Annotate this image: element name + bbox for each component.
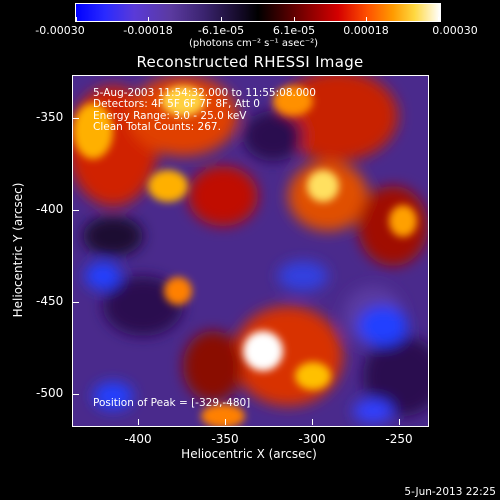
method-annotation: Clean Total Counts: 267.: [93, 121, 221, 133]
colorbar-units-label: (photons cm⁻² s⁻¹ asec⁻²): [189, 38, 319, 49]
peak-position-annotation: Position of Peak = [-329,-480]: [93, 397, 251, 409]
footer-date: 5-Jun-2013 22:25: [404, 486, 496, 498]
detectors-annotation: Detectors: 4F 5F 6F 7F 8F, Att 0: [93, 98, 260, 110]
colorbar-tick-label: 0.00030: [432, 24, 478, 37]
x-tick: [312, 419, 313, 425]
energy-annotation: Energy Range: 3.0 - 25.0 keV: [93, 110, 247, 122]
time-range-annotation: 5-Aug-2003 11:54:32.000 to 11:55:08.000: [93, 87, 316, 99]
colorbar-tick: [76, 17, 77, 22]
y-tick-label: -400: [36, 202, 64, 216]
y-tick-label: -350: [36, 110, 64, 124]
y-tick-label: -500: [36, 386, 64, 400]
x-axis-label: Heliocentric X (arcsec): [181, 447, 317, 461]
colorbar-tick-label: 6.1e-05: [272, 24, 316, 37]
x-tick: [399, 419, 400, 425]
x-tick: [138, 419, 139, 425]
colorbar-tick: [438, 17, 439, 22]
y-tick: [73, 394, 79, 395]
colorbar: [75, 3, 441, 22]
image-title: Reconstructed RHESSI Image: [136, 53, 364, 71]
x-tick: [225, 419, 226, 425]
colorbar-tick: [294, 17, 295, 22]
colorbar-tick: [148, 17, 149, 22]
y-tick: [73, 118, 79, 119]
x-tick-label: -350: [211, 432, 239, 446]
y-tick: [73, 302, 79, 303]
colorbar-tick: [221, 17, 222, 22]
colorbar-tick-label: -6.1e-05: [197, 24, 245, 37]
y-axis-label: Heliocentric Y (arcsec): [11, 182, 25, 318]
y-tick-label: -450: [36, 294, 64, 308]
x-tick-label: -300: [298, 432, 326, 446]
x-tick-label: -250: [385, 432, 413, 446]
y-tick: [73, 210, 79, 211]
colorbar-tick-label: 0.00018: [343, 24, 389, 37]
x-tick-label: -400: [124, 432, 152, 446]
colorbar-tick-label: -0.00030: [35, 24, 85, 37]
colorbar-tick: [366, 17, 367, 22]
rhessi-image: [73, 76, 428, 426]
colorbar-tick-label: -0.00018: [123, 24, 173, 37]
rhessi-image-plot: [72, 75, 429, 427]
